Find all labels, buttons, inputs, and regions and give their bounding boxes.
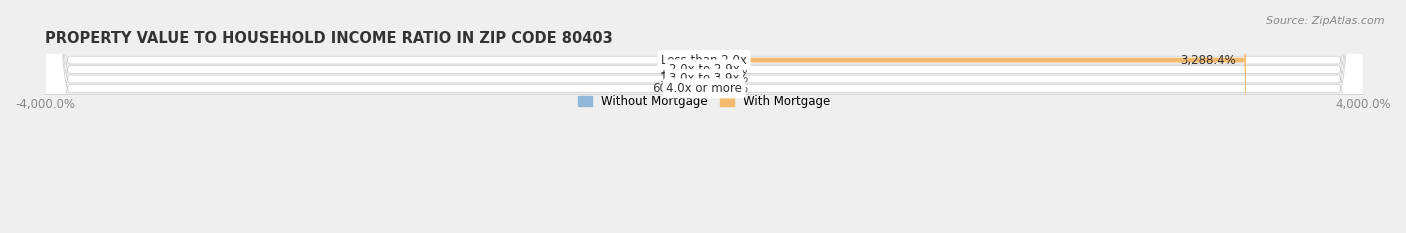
FancyBboxPatch shape (45, 0, 1364, 233)
Text: 60.9%: 60.9% (652, 82, 689, 95)
FancyBboxPatch shape (695, 0, 704, 227)
FancyBboxPatch shape (704, 0, 707, 227)
Text: 4.0x or more: 4.0x or more (666, 82, 742, 95)
Text: PROPERTY VALUE TO HOUSEHOLD INCOME RATIO IN ZIP CODE 80403: PROPERTY VALUE TO HOUSEHOLD INCOME RATIO… (45, 31, 613, 46)
Text: Less than 2.0x: Less than 2.0x (661, 54, 747, 67)
Text: 3,288.4%: 3,288.4% (1180, 54, 1236, 67)
Text: 3.0x to 3.9x: 3.0x to 3.9x (669, 72, 740, 86)
FancyBboxPatch shape (702, 0, 704, 218)
Text: Source: ZipAtlas.com: Source: ZipAtlas.com (1267, 16, 1385, 26)
Text: 12.2%: 12.2% (659, 72, 697, 86)
FancyBboxPatch shape (704, 0, 1246, 199)
FancyBboxPatch shape (702, 0, 704, 209)
FancyBboxPatch shape (45, 0, 1364, 233)
Text: 18.3%: 18.3% (711, 82, 749, 95)
Text: 13.3%: 13.3% (659, 54, 697, 67)
Text: 12.6%: 12.6% (659, 63, 697, 76)
Text: 2.0x to 2.9x: 2.0x to 2.9x (669, 63, 740, 76)
Legend: Without Mortgage, With Mortgage: Without Mortgage, With Mortgage (572, 90, 835, 113)
Text: 16.0%: 16.0% (711, 72, 749, 86)
FancyBboxPatch shape (703, 0, 707, 209)
FancyBboxPatch shape (45, 0, 1364, 233)
FancyBboxPatch shape (702, 0, 704, 199)
FancyBboxPatch shape (45, 0, 1364, 233)
FancyBboxPatch shape (704, 0, 707, 218)
Text: 12.2%: 12.2% (711, 63, 748, 76)
